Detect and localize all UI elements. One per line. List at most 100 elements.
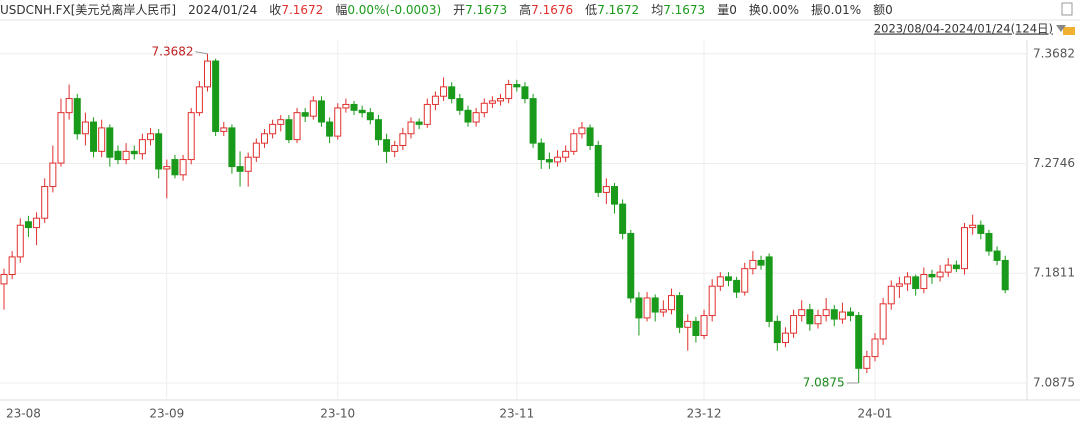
x-tick-label: 23-10 <box>320 407 355 421</box>
candle-body <box>24 221 32 229</box>
candle-body <box>456 98 464 111</box>
candle-body <box>114 150 122 161</box>
candle-body <box>920 274 928 290</box>
candle-body <box>57 112 65 164</box>
candle-body <box>431 95 439 105</box>
candle-body <box>269 123 277 135</box>
candle-body <box>252 142 260 158</box>
candle-body <box>716 276 724 287</box>
header: USDCNH.FX[美元兑离岸人民币] 2024/01/24 收7.1672 幅0.0… <box>0 2 893 17</box>
header-label: 额 <box>873 3 885 17</box>
min-label: 7.0875 <box>803 375 845 389</box>
range-label[interactable]: 2023/08/04-2024/01/24(124日) <box>874 22 1053 36</box>
header-label: 均 <box>651 3 663 17</box>
header-label: 振 <box>811 3 823 17</box>
max-label: 7.3682 <box>152 44 194 58</box>
y-tick-label: 7.1811 <box>1033 266 1075 280</box>
candle-body <box>122 150 130 161</box>
x-tick-label: 23-09 <box>149 407 184 421</box>
icon[interactable] <box>1063 27 1075 35</box>
candle-body <box>724 276 732 281</box>
x-tick-label: 23-12 <box>687 407 722 421</box>
candle-body <box>928 274 936 278</box>
candle-body <box>562 150 570 158</box>
candle-body <box>106 127 114 158</box>
dropdown-arrow[interactable] <box>1056 25 1066 32</box>
candle-body <box>415 121 423 125</box>
x-tick-label: 23-11 <box>499 407 534 421</box>
candle-body <box>244 156 252 172</box>
header-value: 7.1673 <box>465 3 507 17</box>
candle-body <box>586 127 594 146</box>
candle-body <box>700 315 708 336</box>
candle-body <box>448 86 456 100</box>
header-value: 0.01% <box>823 3 861 17</box>
candle-body <box>326 121 334 137</box>
candle-body <box>985 232 993 252</box>
candle-body <box>944 264 952 273</box>
candle-body <box>171 159 179 176</box>
header-label: 高 <box>519 2 531 17</box>
candle-body <box>1001 259 1009 291</box>
candle-body <box>505 84 513 100</box>
candle-body <box>260 133 268 144</box>
candle-body <box>366 112 374 121</box>
candle-body <box>187 112 195 161</box>
candle-body <box>277 119 285 125</box>
candle-body <box>334 107 342 137</box>
candle-body <box>627 232 635 299</box>
candle-body <box>708 285 716 317</box>
x-tick-label: 24-01 <box>858 407 893 421</box>
candle-body <box>350 103 358 111</box>
candle-body <box>635 297 643 319</box>
candle-body <box>952 264 960 270</box>
candle-body <box>220 127 228 132</box>
candle-body <box>594 144 602 193</box>
candle-body <box>904 276 912 285</box>
candle-body <box>440 86 448 97</box>
candle-body <box>73 98 81 135</box>
icon[interactable] <box>1061 2 1073 16</box>
header-value: 7.1676 <box>531 3 573 17</box>
candle-body <box>293 112 301 141</box>
candle-body <box>961 227 969 270</box>
candle-body <box>733 279 741 293</box>
candle-body <box>130 150 138 155</box>
candle-body <box>554 156 562 163</box>
candle-body <box>41 186 49 219</box>
candle-body <box>537 142 545 161</box>
header-label: 开 <box>453 3 465 17</box>
candle-body <box>887 285 895 305</box>
candle-body <box>781 332 789 344</box>
candle-body <box>895 283 903 287</box>
candle-body <box>472 112 480 123</box>
candle-body <box>847 311 855 317</box>
candle-body <box>667 295 675 311</box>
candle-body <box>529 98 537 144</box>
header-label: 低 <box>585 3 597 17</box>
candle-body <box>0 274 8 285</box>
candle-body <box>749 259 757 270</box>
candle-body <box>317 100 325 123</box>
candle-body <box>480 102 488 114</box>
candle-body <box>407 121 415 135</box>
candle-body <box>236 166 244 172</box>
candle-body <box>684 320 692 328</box>
y-tick-label: 7.0875 <box>1033 375 1075 389</box>
candle-body <box>830 309 838 320</box>
candle-body <box>643 297 651 319</box>
max-pointer <box>195 51 208 55</box>
candle-body <box>659 309 667 313</box>
header-value: 7.1672 <box>281 3 323 17</box>
candle-body <box>936 271 944 278</box>
candle-body <box>358 109 366 114</box>
y-tick-label: 7.3682 <box>1033 46 1075 60</box>
candle-body <box>399 133 407 146</box>
header-value: 0.00% <box>761 3 799 17</box>
candle-body <box>513 84 521 88</box>
header-label: 量 <box>717 3 729 17</box>
candle-body <box>822 309 830 317</box>
candle-body <box>65 98 73 114</box>
